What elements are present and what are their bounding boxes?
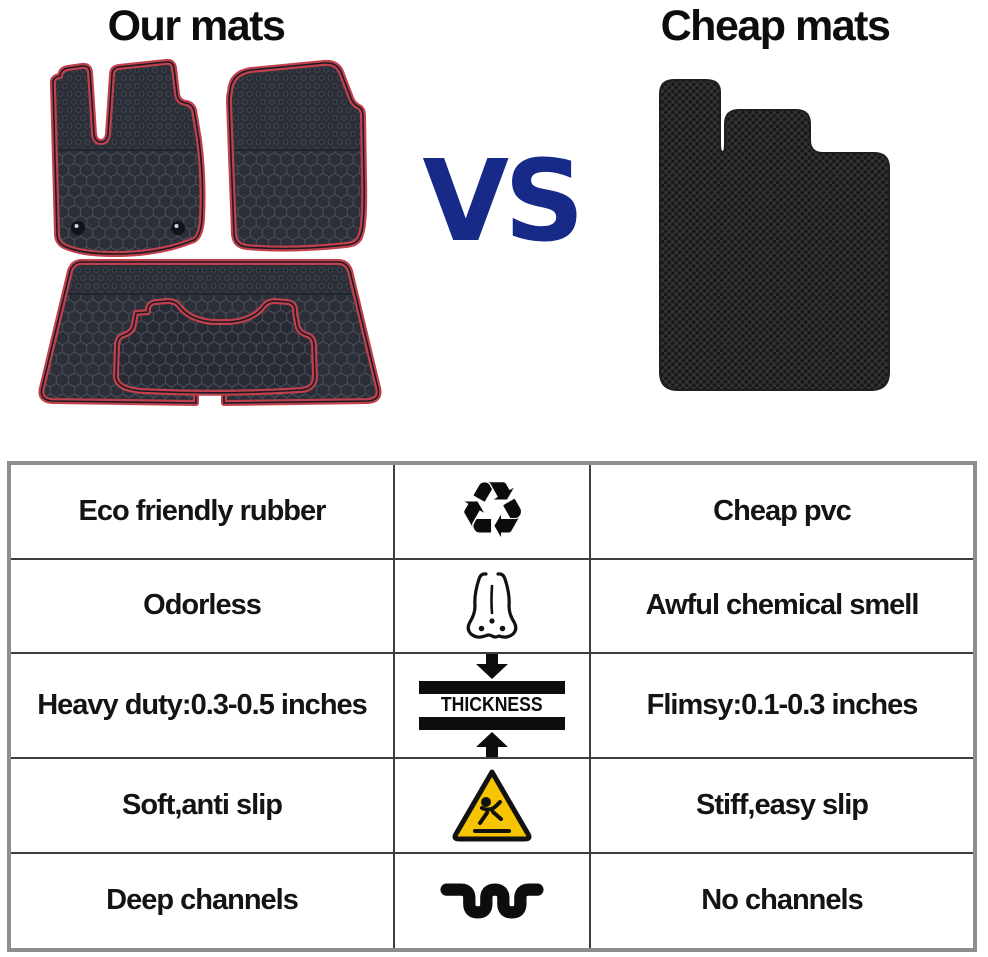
arrow-down-icon: [476, 654, 508, 679]
our-mats-image: [38, 58, 382, 406]
our-feature-antislip: Soft,anti slip: [11, 759, 395, 854]
arrow-up-icon: [476, 732, 508, 757]
nose-icon-cell: [395, 559, 591, 654]
cheap-feature-smell: Awful chemical smell: [591, 560, 973, 654]
thickness-bottom-bar: [419, 717, 565, 730]
cheap-feature-pvc: Cheap pvc: [591, 465, 973, 560]
thickness-icon-cell: THICKNESS: [395, 654, 591, 759]
recycle-icon-cell: ♻: [395, 465, 591, 560]
cheap-mats-title: Cheap mats: [660, 2, 891, 50]
rear-mat: [38, 259, 382, 406]
cheap-feature-stiff: Stiff,easy slip: [591, 759, 973, 854]
snap-button: [71, 221, 85, 235]
thickness-label: THICKNESS: [441, 694, 543, 716]
cheap-feature-nochannels: No channels: [701, 884, 863, 917]
recycle-icon: ♻: [457, 466, 528, 557]
our-feature-eco: Eco friendly rubber: [11, 465, 395, 560]
nose-icon: [466, 572, 518, 639]
thickness-top-bar: [419, 681, 565, 694]
our-feature-odorless: Odorless: [11, 559, 395, 654]
cheap-mat-image: [659, 79, 890, 391]
passenger-mat: [226, 59, 368, 252]
our-mats-title: Our mats: [107, 2, 286, 50]
channels-icon: [440, 883, 544, 919]
slip-warning-icon-cell: [395, 759, 591, 854]
our-feature-channels: Deep channels: [11, 853, 395, 948]
snap-button: [171, 221, 185, 235]
driver-mat: [49, 58, 206, 257]
cheap-feature-flimsy: Flimsy:0.1-0.3 inches: [591, 654, 973, 759]
thickness-icon: THICKNESS: [419, 654, 565, 757]
vs-label: VS: [422, 137, 584, 267]
channels-icon-cell: [395, 853, 591, 948]
comparison-table: Eco friendly rubber ♻ Cheap pvc Odorless…: [7, 461, 977, 952]
our-feature-thickness: Heavy duty:0.3-0.5 inches: [11, 654, 395, 759]
slip-warning-icon: [452, 769, 532, 842]
